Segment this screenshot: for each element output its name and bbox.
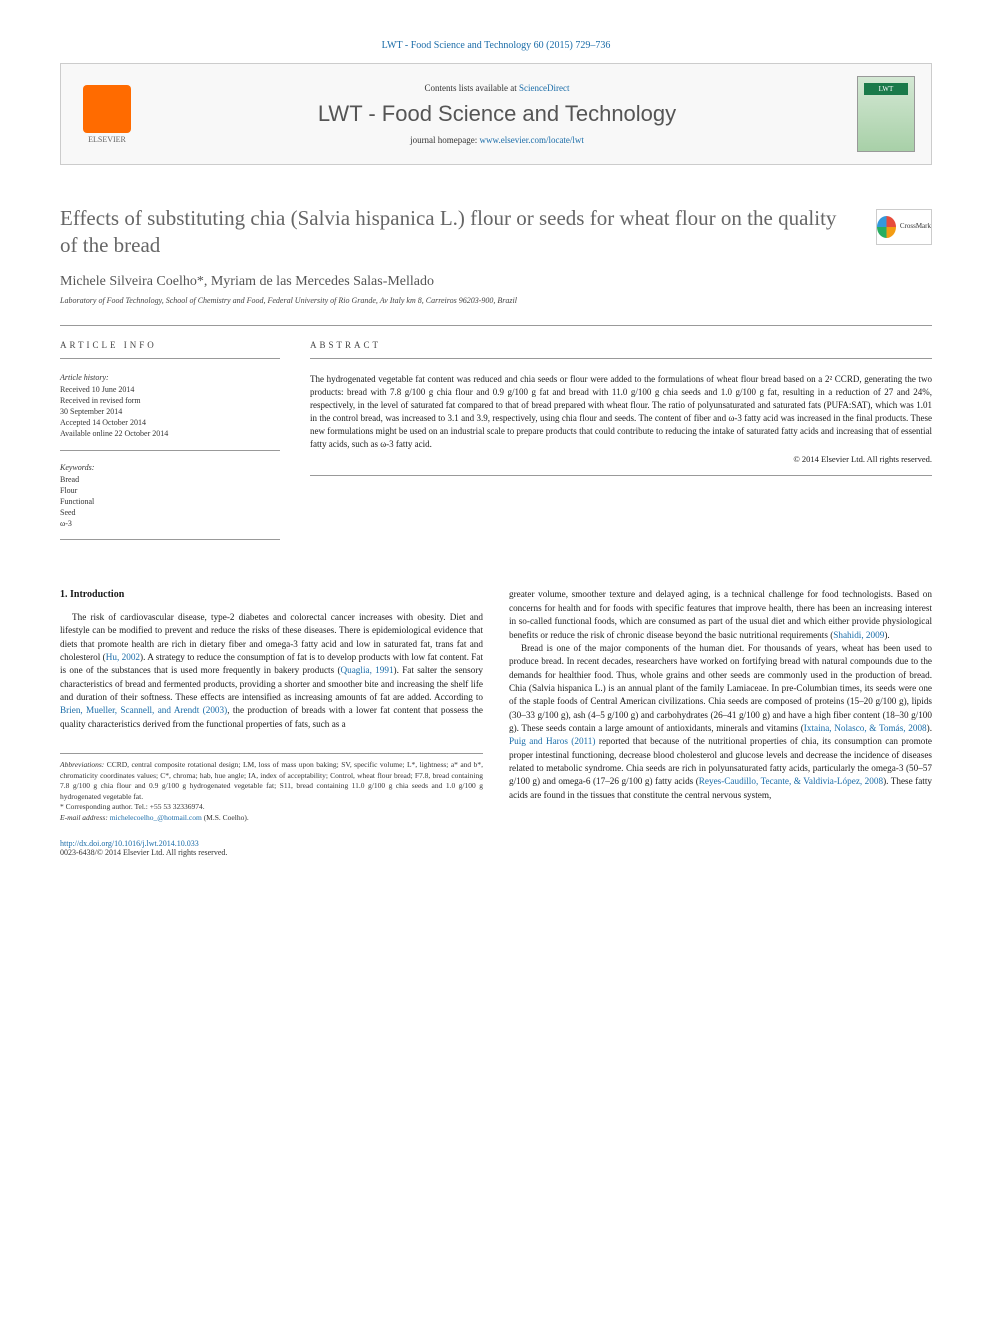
ref-link-quaglia[interactable]: Quaglia, 1991 bbox=[341, 665, 394, 675]
body-column-left: 1. Introduction The risk of cardiovascul… bbox=[60, 588, 483, 823]
sciencedirect-link[interactable]: ScienceDirect bbox=[519, 83, 569, 93]
ref-link-hu[interactable]: Hu, 2002 bbox=[106, 652, 140, 662]
abbrev-label: Abbreviations: bbox=[60, 760, 104, 769]
abstract-label: ABSTRACT bbox=[310, 340, 932, 350]
homepage-link[interactable]: www.elsevier.com/locate/lwt bbox=[480, 135, 584, 145]
history-label: Article history: bbox=[60, 373, 280, 382]
keywords-label: Keywords: bbox=[60, 463, 280, 472]
footnotes-block: Abbreviations: CCRD, central composite r… bbox=[60, 753, 483, 823]
intro-heading: 1. Introduction bbox=[60, 588, 483, 603]
divider bbox=[60, 358, 280, 359]
citation-header: LWT - Food Science and Technology 60 (20… bbox=[60, 40, 932, 51]
journal-name: LWT - Food Science and Technology bbox=[137, 101, 857, 127]
divider bbox=[60, 325, 932, 326]
journal-cover-thumb bbox=[857, 76, 915, 152]
email-suffix: (M.S. Coelho). bbox=[202, 813, 249, 822]
contents-lists-line: Contents lists available at ScienceDirec… bbox=[137, 83, 857, 93]
authors-line: Michele Silveira Coelho*, Myriam de las … bbox=[60, 274, 932, 290]
issn-copyright: 0023-6438/© 2014 Elsevier Ltd. All right… bbox=[60, 848, 932, 857]
elsevier-logo[interactable]: ELSEVIER bbox=[77, 80, 137, 148]
ref-link-reyes[interactable]: Reyes-Caudillo, Tecante, & Valdivia-Lópe… bbox=[699, 776, 883, 786]
article-title: Effects of substituting chia (Salvia his… bbox=[60, 205, 932, 260]
elsevier-label: ELSEVIER bbox=[88, 135, 126, 144]
crossmark-badge[interactable]: CrossMark bbox=[876, 209, 932, 245]
page-footer: http://dx.doi.org/10.1016/j.lwt.2014.10.… bbox=[60, 839, 932, 857]
abstract-column: ABSTRACT The hydrogenated vegetable fat … bbox=[310, 340, 932, 553]
ref-link-shahidi[interactable]: Shahidi, 2009 bbox=[833, 630, 884, 640]
article-info-sidebar: ARTICLE INFO Article history: Received 1… bbox=[60, 340, 280, 553]
homepage-prefix: journal homepage: bbox=[410, 135, 479, 145]
corresponding-author: * Corresponding author. Tel.: +55 53 323… bbox=[60, 802, 483, 813]
homepage-line: journal homepage: www.elsevier.com/locat… bbox=[137, 135, 857, 145]
email-link[interactable]: michelecoelho_@hotmail.com bbox=[110, 813, 202, 822]
article-info-label: ARTICLE INFO bbox=[60, 340, 280, 350]
email-label: E-mail address: bbox=[60, 813, 110, 822]
elsevier-tree-icon bbox=[83, 85, 131, 133]
affiliation-line: Laboratory of Food Technology, School of… bbox=[60, 296, 932, 305]
abstract-body: The hydrogenated vegetable fat content w… bbox=[310, 374, 932, 449]
keywords-text: Bread Flour Functional Seed ω-3 bbox=[60, 474, 280, 530]
ref-link-ixtaina[interactable]: Ixtaina, Nolasco, & Tomás, 2008 bbox=[804, 723, 927, 733]
contents-prefix: Contents lists available at bbox=[425, 83, 519, 93]
title-text: Effects of substituting chia (Salvia his… bbox=[60, 206, 836, 257]
crossmark-icon bbox=[877, 216, 896, 238]
abstract-copyright: © 2014 Elsevier Ltd. All rights reserved… bbox=[310, 453, 932, 465]
body-text: Bread is one of the major components of … bbox=[509, 643, 932, 733]
abstract-text: The hydrogenated vegetable fat content w… bbox=[310, 373, 932, 477]
ref-link-brien[interactable]: Brien, Mueller, Scannell, and Arendt (20… bbox=[60, 705, 227, 715]
abbrev-text: CCRD, central composite rotational desig… bbox=[60, 760, 483, 801]
history-text: Received 10 June 2014 Received in revise… bbox=[60, 384, 280, 440]
doi-link[interactable]: http://dx.doi.org/10.1016/j.lwt.2014.10.… bbox=[60, 839, 199, 848]
body-text: ). bbox=[884, 630, 889, 640]
divider bbox=[310, 358, 932, 359]
journal-banner: ELSEVIER Contents lists available at Sci… bbox=[60, 63, 932, 165]
crossmark-label: CrossMark bbox=[900, 222, 931, 231]
body-text: ). bbox=[927, 723, 932, 733]
ref-link-puig[interactable]: Puig and Haros (2011) bbox=[509, 736, 595, 746]
body-column-right: greater volume, smoother texture and del… bbox=[509, 588, 932, 823]
